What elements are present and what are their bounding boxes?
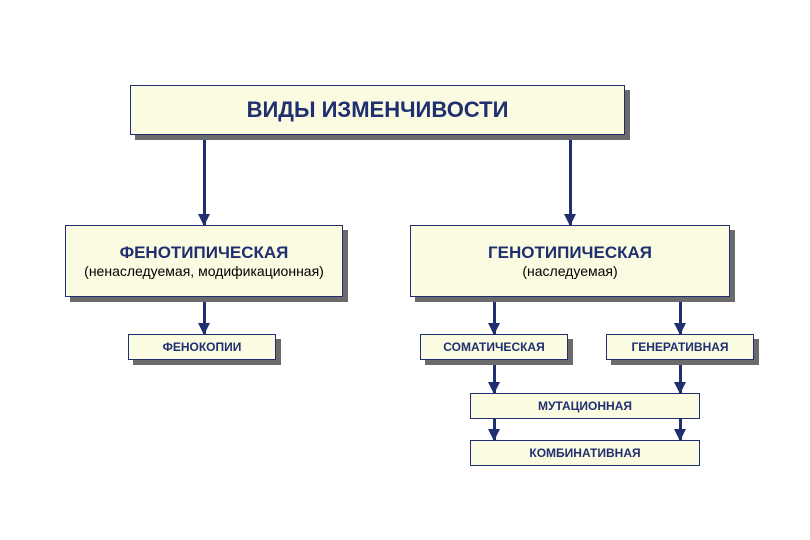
genotypic-subtitle: (наследуемая)	[522, 263, 617, 279]
phenocopy-box: ФЕНОКОПИИ	[128, 334, 276, 360]
phenotypic-box: ФЕНОТИПИЧЕСКАЯ (ненаследуемая, модификац…	[65, 225, 343, 297]
generative-label: ГЕНЕРАТИВНАЯ	[631, 340, 728, 354]
genotypic-title: ГЕНОТИПИЧЕСКАЯ	[488, 243, 652, 263]
combinative-box: КОМБИНАТИВНАЯ	[470, 440, 700, 466]
somatic-box: СОМАТИЧЕСКАЯ	[420, 334, 568, 360]
combinative-label: КОМБИНАТИВНАЯ	[529, 446, 640, 460]
phenocopy-label: ФЕНОКОПИИ	[163, 340, 242, 354]
phenotypic-subtitle: (ненаследуемая, модификационная)	[84, 263, 324, 279]
mutational-box: МУТАЦИОННАЯ	[470, 393, 700, 419]
root-title: ВИДЫ ИЗМЕНЧИВОСТИ	[247, 97, 509, 123]
somatic-label: СОМАТИЧЕСКАЯ	[443, 340, 544, 354]
phenotypic-title: ФЕНОТИПИЧЕСКАЯ	[120, 243, 289, 263]
generative-box: ГЕНЕРАТИВНАЯ	[606, 334, 754, 360]
genotypic-box: ГЕНОТИПИЧЕСКАЯ (наследуемая)	[410, 225, 730, 297]
mutational-label: МУТАЦИОННАЯ	[538, 399, 632, 413]
root-box: ВИДЫ ИЗМЕНЧИВОСТИ	[130, 85, 625, 135]
diagram-canvas: ВИДЫ ИЗМЕНЧИВОСТИ ФЕНОТИПИЧЕСКАЯ (ненасл…	[0, 0, 810, 540]
